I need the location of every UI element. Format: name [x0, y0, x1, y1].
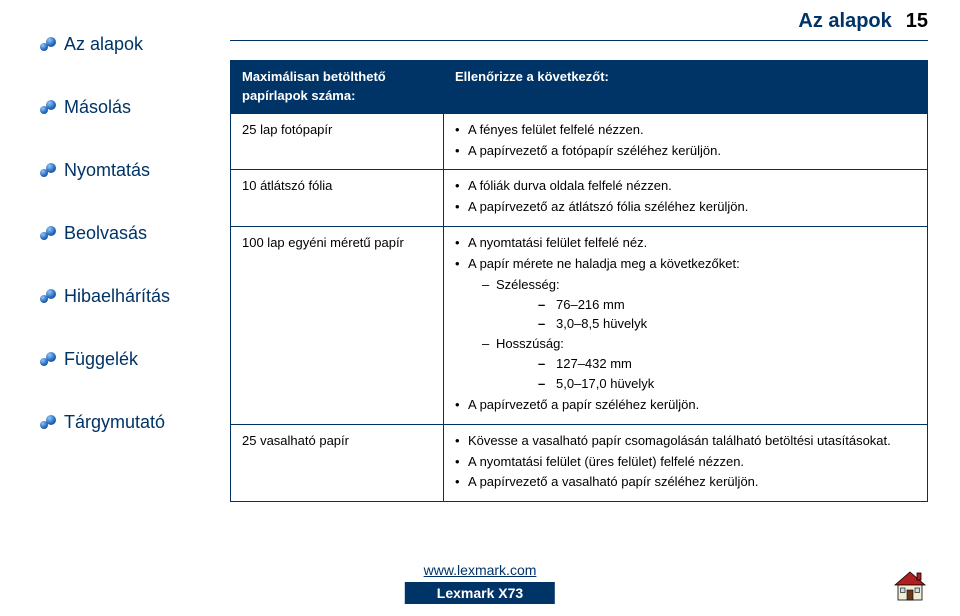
header-title: Az alapok: [798, 10, 891, 33]
home-icon[interactable]: [892, 570, 928, 602]
dim-width-label: Szélesség:: [496, 277, 560, 292]
nav-bullet-icon: [40, 290, 56, 304]
dim-length-mm: 127–432 mm: [538, 355, 916, 374]
nav-label: Beolvasás: [64, 223, 147, 244]
footer-link[interactable]: www.lexmark.com: [424, 562, 537, 578]
row-right: A fóliák durva oldala felfelé nézzen. A …: [444, 170, 928, 227]
page-header: Az alapok 15: [798, 10, 928, 33]
table-header-row: Maximálisan betölthető papírlapok száma:…: [231, 61, 928, 114]
nav-label: Nyomtatás: [64, 160, 150, 181]
th-right: Ellenőrizze a következőt:: [444, 61, 928, 114]
nav-bullet-icon: [40, 227, 56, 241]
row-left: 10 átlátszó fólia: [231, 170, 444, 227]
content: Maximálisan betölthető papírlapok száma:…: [230, 60, 928, 502]
nav-item-troubleshoot[interactable]: Hibaelhárítás: [40, 286, 200, 307]
table-row: 10 átlátszó fólia A fóliák durva oldala …: [231, 170, 928, 227]
nav-label: Az alapok: [64, 34, 143, 55]
bullet-item: A papírvezető a papír széléhez kerüljön.: [455, 396, 916, 415]
row-right: Kövesse a vasalható papír csomagolásán t…: [444, 424, 928, 502]
nav-item-copy[interactable]: Másolás: [40, 97, 200, 118]
header-rule: [230, 40, 928, 41]
table-row: 25 lap fotópapír A fényes felület felfel…: [231, 113, 928, 170]
row-left: 25 lap fotópapír: [231, 113, 444, 170]
bullet-item: A papír mérete ne haladja meg a következ…: [455, 255, 916, 394]
dim-length: Hosszúság: 127–432 mm 5,0–17,0 hüvelyk: [482, 335, 916, 394]
bullet-item: A papírvezető a fotópapír széléhez kerül…: [455, 142, 916, 161]
dim-width: Szélesség: 76–216 mm 3,0–8,5 hüvelyk: [482, 276, 916, 335]
nav-bullet-icon: [40, 101, 56, 115]
row-right: A fényes felület felfelé nézzen. A papír…: [444, 113, 928, 170]
dim-length-in: 5,0–17,0 hüvelyk: [538, 375, 916, 394]
paper-table: Maximálisan betölthető papírlapok száma:…: [230, 60, 928, 502]
row-left: 25 vasalható papír: [231, 424, 444, 502]
nav-item-scan[interactable]: Beolvasás: [40, 223, 200, 244]
nav-label: Hibaelhárítás: [64, 286, 170, 307]
bullet-item: A fényes felület felfelé nézzen.: [455, 121, 916, 140]
bullet-item: A fóliák durva oldala felfelé nézzen.: [455, 177, 916, 196]
nav-label: Függelék: [64, 349, 138, 370]
bullet-item: A papírvezető az átlátszó fólia széléhez…: [455, 198, 916, 217]
row-right: A nyomtatási felület felfelé néz. A papí…: [444, 227, 928, 425]
nav-item-print[interactable]: Nyomtatás: [40, 160, 200, 181]
nav-label: Tárgymutató: [64, 412, 165, 433]
nav-bullet-icon: [40, 164, 56, 178]
nav-item-index[interactable]: Tárgymutató: [40, 412, 200, 433]
bullet-text: A papír mérete ne haladja meg a következ…: [468, 256, 740, 271]
footer-product: Lexmark X73: [405, 582, 555, 604]
table-row: 25 vasalható papír Kövesse a vasalható p…: [231, 424, 928, 502]
bullet-item: A nyomtatási felület felfelé néz.: [455, 234, 916, 253]
header-page-number: 15: [906, 10, 928, 33]
dim-width-in: 3,0–8,5 hüvelyk: [538, 315, 916, 334]
row-left: 100 lap egyéni méretű papír: [231, 227, 444, 425]
nav-bullet-icon: [40, 38, 56, 52]
page: Az alapok 15 Az alapok Másolás Nyomtatás…: [0, 0, 960, 616]
bullet-item: A nyomtatási felület (üres felület) felf…: [455, 453, 916, 472]
table-row: 100 lap egyéni méretű papír A nyomtatási…: [231, 227, 928, 425]
th-left: Maximálisan betölthető papírlapok száma:: [231, 61, 444, 114]
nav-item-appendix[interactable]: Függelék: [40, 349, 200, 370]
nav-bullet-icon: [40, 416, 56, 430]
nav-label: Másolás: [64, 97, 131, 118]
bullet-item: A papírvezető a vasalható papír széléhez…: [455, 473, 916, 492]
nav-bullet-icon: [40, 353, 56, 367]
bullet-item: Kövesse a vasalható papír csomagolásán t…: [455, 432, 916, 451]
dim-width-mm: 76–216 mm: [538, 296, 916, 315]
nav-item-basics[interactable]: Az alapok: [40, 34, 200, 55]
sidebar: Az alapok Másolás Nyomtatás Beolvasás Hi…: [40, 34, 200, 433]
dim-length-label: Hosszúság:: [496, 336, 564, 351]
